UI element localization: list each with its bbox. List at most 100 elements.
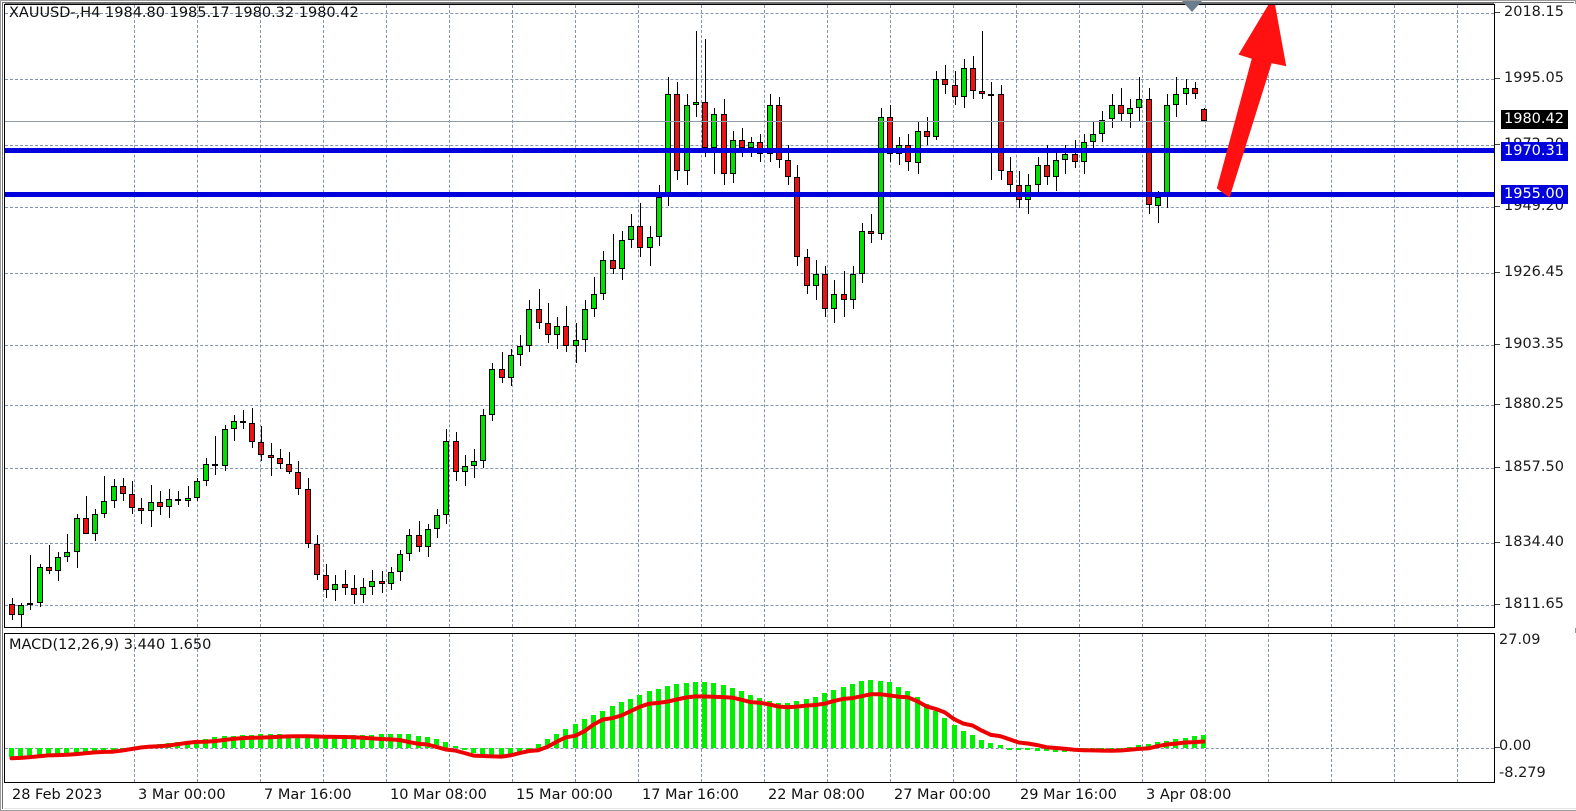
candle-body	[1155, 196, 1161, 206]
grid-line-horizontal	[5, 13, 1494, 14]
support-level-tag[interactable]: 1955.00	[1501, 185, 1568, 204]
grid-line-vertical	[197, 5, 198, 627]
macd-histogram-bar	[129, 748, 134, 750]
grid-line-vertical	[1457, 634, 1458, 782]
candle-body	[277, 457, 283, 464]
candle-body	[859, 231, 865, 275]
macd-histogram-bar	[148, 745, 153, 748]
macd-histogram-bar	[74, 748, 79, 754]
grid-line-horizontal	[5, 468, 1494, 469]
grid-line-vertical	[1079, 634, 1080, 782]
macd-histogram-bar	[822, 693, 827, 748]
price-tick-mark	[1495, 604, 1500, 605]
candle-body	[332, 583, 338, 590]
time-tick-label: 22 Mar 08:00	[768, 787, 865, 803]
candle-body	[379, 581, 385, 584]
macd-histogram-bar	[573, 724, 578, 748]
symbol-ohlc-label: XAUUSD-,H4 1984.80 1985.17 1980.32 1980.…	[9, 5, 359, 21]
price-tick-mark	[1495, 404, 1500, 405]
macd-histogram-bar	[157, 744, 162, 748]
candle-body	[739, 139, 745, 149]
time-tick-label: 29 Mar 16:00	[1020, 787, 1117, 803]
candle-body	[231, 420, 237, 430]
candle-body	[1127, 108, 1133, 114]
candle-body	[1183, 87, 1189, 94]
candle-body	[665, 93, 671, 197]
grid-line-vertical	[1268, 5, 1269, 627]
macd-histogram-bar	[1155, 742, 1160, 748]
macd-histogram-bar	[711, 683, 716, 748]
time-axis[interactable]: 28 Feb 2023 3 Mar 00:00 7 Mar 16:00 10 Mar …	[4, 783, 1576, 810]
macd-histogram-bar	[508, 748, 513, 756]
candle-body	[905, 145, 911, 163]
candle-wick	[613, 234, 614, 275]
candle-wick	[104, 476, 105, 518]
candle-body	[1035, 165, 1041, 186]
support-line[interactable]	[5, 192, 1494, 197]
candle-body	[794, 176, 800, 258]
resistance-level-tag[interactable]: 1970.31	[1501, 142, 1568, 161]
candle-wick	[982, 30, 983, 100]
macd-histogram-bar	[1164, 740, 1169, 748]
candle-body	[526, 308, 532, 346]
macd-histogram-bar	[83, 748, 88, 754]
candle-body	[813, 274, 819, 286]
candle-body	[684, 105, 690, 172]
candle-body	[92, 513, 98, 534]
candle-wick	[86, 496, 87, 524]
candle-body	[64, 552, 70, 557]
price-tick-label: 2018.15	[1504, 4, 1564, 20]
candle-body	[101, 500, 107, 514]
macd-histogram-bar	[92, 748, 97, 753]
macd-histogram-bar	[314, 735, 319, 748]
grid-line-vertical	[1016, 5, 1017, 627]
macd-histogram-bar	[185, 740, 190, 748]
macd-histogram-bar	[480, 748, 485, 756]
current-price-tag: 1980.42	[1501, 110, 1568, 129]
macd-histogram-bar	[600, 710, 605, 748]
macd-histogram-bar	[120, 748, 125, 750]
grid-line-vertical	[953, 634, 954, 782]
price-tick-label: 1857.50	[1504, 459, 1564, 475]
candle-wick	[991, 82, 992, 180]
candle-body	[1136, 99, 1142, 109]
price-chart-area[interactable]	[5, 5, 1494, 627]
macd-histogram-bar	[1025, 748, 1030, 750]
candle-body	[166, 499, 172, 507]
grid-line-vertical	[1394, 634, 1395, 782]
candle-body	[305, 489, 311, 544]
macd-histogram-bar	[369, 734, 374, 748]
candle-body	[674, 93, 680, 172]
grid-line-vertical	[764, 5, 765, 627]
candle-body	[1201, 108, 1207, 122]
macd-histogram-bar	[268, 734, 273, 748]
candle-body	[453, 440, 459, 473]
resistance-line[interactable]	[5, 148, 1494, 153]
grid-line-vertical	[449, 634, 450, 782]
macd-histogram-bar	[545, 739, 550, 748]
grid-line-vertical	[827, 634, 828, 782]
candle-body	[1044, 165, 1050, 177]
grid-line-vertical	[386, 634, 387, 782]
grid-line-vertical	[1079, 5, 1080, 627]
price-tick-mark	[1495, 272, 1500, 273]
macd-axis[interactable]: 27.09 0.00 -8.279	[1495, 632, 1576, 783]
macd-histogram-bar	[55, 748, 60, 756]
macd-histogram-bar	[1192, 736, 1197, 748]
candle-body	[942, 79, 948, 86]
candle-wick	[502, 351, 503, 384]
candle-body	[120, 486, 126, 494]
candle-wick	[1158, 191, 1159, 223]
candle-wick	[141, 497, 142, 524]
grid-line-horizontal	[5, 79, 1494, 80]
candle-wick	[215, 436, 216, 475]
grid-line-vertical	[386, 5, 387, 627]
macd-histogram-bar	[757, 698, 762, 748]
price-axis[interactable]: 2018.151995.051972.201949.201926.451903.…	[1495, 4, 1576, 628]
candle-body	[286, 463, 292, 473]
macd-histogram-bar	[1201, 734, 1206, 748]
macd-chart-area[interactable]	[5, 634, 1494, 782]
macd-histogram-bar	[342, 735, 347, 748]
candle-wick	[1065, 145, 1066, 174]
